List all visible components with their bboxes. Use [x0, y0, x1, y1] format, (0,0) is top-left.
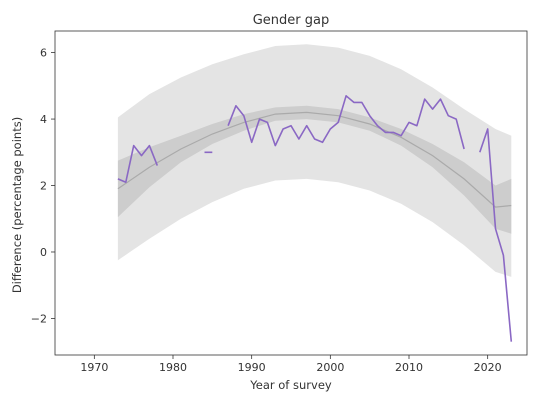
x-tick-label: 1990	[238, 361, 266, 374]
y-tick-label: 4	[40, 113, 47, 126]
inner-interval-band	[117, 105, 512, 234]
y-axis: −2 0 2 4 6	[31, 47, 55, 325]
fit-curve	[117, 111, 512, 208]
series-layer	[117, 95, 513, 342]
x-tick-label: 2000	[316, 361, 344, 374]
x-tick-label: 2020	[474, 361, 502, 374]
outer-interval-band	[117, 44, 512, 277]
x-tick-label: 1980	[159, 361, 187, 374]
x-axis: 1970 1980 1990 2000 2010 2020	[80, 355, 502, 374]
y-tick-label: 0	[40, 246, 47, 259]
y-tick-label: −2	[31, 312, 47, 325]
x-axis-title: Year of survey	[249, 378, 332, 392]
x-tick-label: 1970	[80, 361, 108, 374]
fit-curve-layer	[117, 111, 512, 208]
series-line-0	[117, 95, 513, 342]
plot-frame	[54, 30, 528, 356]
y-tick-label: 6	[40, 47, 47, 60]
y-tick-label: 2	[40, 180, 47, 193]
chart-title: Gender gap	[253, 13, 330, 28]
fit-bands	[117, 44, 512, 277]
y-axis-title: Difference (percentage points)	[10, 117, 24, 293]
x-tick-label: 2010	[395, 361, 423, 374]
